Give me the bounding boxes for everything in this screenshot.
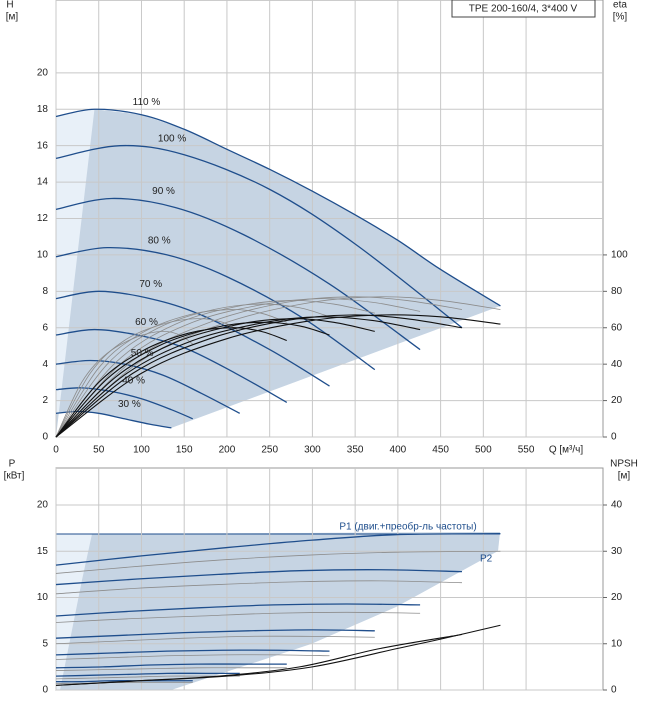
curve-label: 60 % [135,317,158,328]
y-axis-label: H [6,0,13,11]
x-tick-label: 350 [347,445,364,456]
y2-axis-label: NPSH [610,459,638,470]
y2-tick-label: 30 [611,546,623,557]
curve [55,246,376,371]
curve [55,629,375,639]
curve [55,569,462,586]
curve [55,680,193,683]
y-tick-label: 6 [42,322,48,333]
x-tick-label: 150 [176,445,193,456]
secondary-curve [55,296,501,438]
curve-label: 110 % [133,97,161,108]
y-tick-label: 0 [42,432,48,443]
x-tick-label: 200 [219,445,236,456]
curve [55,359,241,414]
curves [55,108,501,686]
y2-tick-label: 20 [611,395,623,406]
curve [55,635,375,645]
secondary-curve [55,309,287,438]
curve [55,580,462,595]
curve [55,290,330,387]
curve-label: 50 % [131,348,154,359]
y2-tick-label: 40 [611,359,623,370]
y-axis-unit: [м] [6,12,19,23]
curve-label: 90 % [152,186,175,197]
y-tick-label: 0 [42,685,48,696]
y2-tick-label: 0 [611,432,617,443]
y-tick-label: 18 [37,104,49,115]
curve [55,328,288,403]
x-tick-label: 400 [390,445,407,456]
y-tick-label: 15 [37,546,49,557]
curve [55,108,501,307]
annotation: P1 (двиг.+преобр-ль частоты) [339,521,476,533]
secondary-curve [55,303,330,438]
y2-tick-label: 80 [611,286,623,297]
curve-label: 80 % [148,235,171,246]
y2-axis-unit: [%] [613,12,628,23]
y-axis-label: P [9,459,16,470]
secondary-curve [55,300,375,438]
curve-label: 70 % [139,279,162,290]
y-tick-label: 2 [42,395,48,406]
annotation: P2 [480,554,493,565]
curve [55,603,421,617]
secondary-curve [55,316,421,438]
x-tick-label: 550 [518,445,535,456]
curve [55,649,330,656]
y-tick-label: 8 [42,286,48,297]
curve-label: 100 % [158,133,186,144]
secondary-curve [55,327,287,438]
curve [55,550,501,574]
y2-tick-label: 10 [611,638,623,649]
y-tick-label: 12 [37,213,49,224]
secondary-curve [55,321,330,438]
curve [55,197,421,351]
y-tick-label: 20 [37,67,49,78]
curve [55,533,501,566]
curve [55,654,330,660]
curve [55,663,287,669]
x-tick-label: 50 [93,445,105,456]
y-tick-label: 4 [42,359,48,370]
curve [55,144,463,329]
y2-tick-label: 60 [611,322,623,333]
y-tick-label: 20 [37,500,49,511]
y-tick-label: 16 [37,140,49,151]
secondary-curve [55,318,240,438]
y2-axis-unit: [м] [618,471,631,482]
chart-title: TPE 200-160/4, 3*400 V [469,4,578,15]
y-tick-label: 5 [42,638,48,649]
y2-tick-label: 0 [611,685,617,696]
curve [55,611,421,623]
y2-tick-label: 20 [611,592,623,603]
x-tick-label: 0 [53,445,59,456]
curve [55,387,194,420]
labels: TPE 200-160/4, 3*400 V H [м] eta [%] Q [… [4,0,638,696]
x-axis-label: Q [м³/ч] [549,445,584,456]
y-axis-unit: [кВт] [4,471,25,482]
x-tick-label: 500 [475,445,492,456]
curve-label: 30 % [118,399,141,410]
secondary-curve [55,318,375,438]
curve [55,672,240,677]
x-tick-label: 250 [261,445,278,456]
secondary-curve [55,314,501,438]
secondary-curve [55,633,463,686]
y-tick-label: 10 [37,592,49,603]
curve [55,675,240,680]
x-tick-label: 450 [432,445,449,456]
y2-tick-label: 40 [611,500,623,511]
y2-axis-label: eta [613,0,627,11]
curve-label: 40 % [122,375,145,386]
title-box [451,0,596,18]
secondary-curve [55,330,193,438]
y2-tick-label: 100 [611,250,628,261]
y-tick-label: 10 [37,250,49,261]
x-tick-label: 100 [133,445,150,456]
curve [55,667,287,671]
y-tick-label: 14 [37,177,49,188]
x-tick-label: 300 [304,445,321,456]
